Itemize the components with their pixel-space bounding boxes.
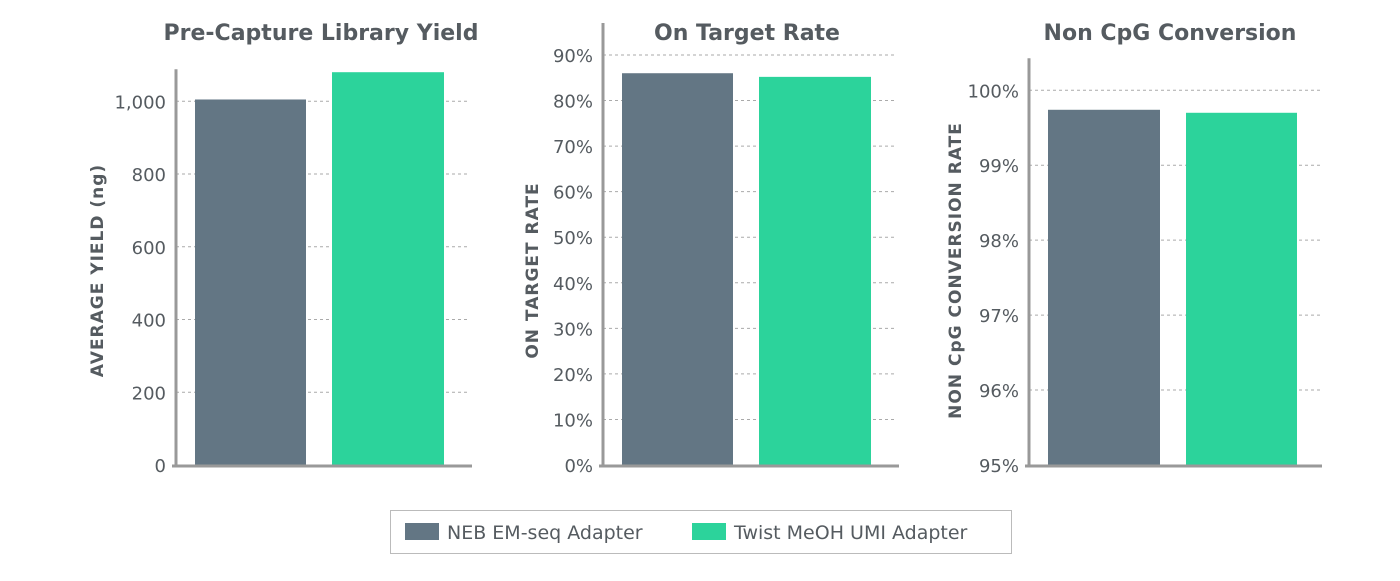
y-tick-label: 0 xyxy=(155,456,166,477)
y-tick-label: 20% xyxy=(553,365,593,386)
chart-panel-1: Pre-Capture Library Yield AVERAGE YIELD (… xyxy=(88,21,478,477)
bar-neb xyxy=(622,73,733,465)
y-axis-label: ON TARGET RATE xyxy=(523,182,543,358)
legend: NEB EM-seq Adapter Twist MeOH UMI Adapter xyxy=(390,510,1012,554)
bar-neb xyxy=(1048,109,1160,466)
bar-twist xyxy=(1186,112,1297,466)
chart-title: Pre-Capture Library Yield xyxy=(164,21,479,46)
y-tick-label: 70% xyxy=(553,137,593,158)
chart-panel-2: On Target Rate ON TARGET RATE 0% 10% 20% 30% 4… xyxy=(523,21,899,477)
y-tick-label: 10% xyxy=(553,410,593,431)
y-tick-label: 800 xyxy=(132,165,166,186)
y-tick-label: 90% xyxy=(553,46,593,67)
y-tick-label: 30% xyxy=(553,319,593,340)
y-axis-label: AVERAGE YIELD (ng) xyxy=(88,164,108,377)
y-tick-label: 95% xyxy=(979,456,1019,477)
y-tick-label: 99% xyxy=(979,156,1019,177)
y-tick-label: 80% xyxy=(553,92,593,113)
chart-title: On Target Rate xyxy=(654,21,840,46)
bar-neb xyxy=(195,99,306,465)
y-tick-label: 98% xyxy=(979,231,1019,252)
y-tick-label: 400 xyxy=(132,311,166,332)
y-tick-label: 50% xyxy=(553,228,593,249)
legend-swatch xyxy=(405,523,439,540)
y-tick-label: 0% xyxy=(564,456,593,477)
chart-panel-3: Non CpG Conversion NON CpG CONVERSION RAT… xyxy=(946,21,1322,477)
y-tick-label: 100% xyxy=(968,81,1019,102)
y-tick-label: 96% xyxy=(979,381,1019,402)
bar-twist xyxy=(332,72,444,465)
y-axis-label: NON CpG CONVERSION RATE xyxy=(946,122,966,419)
legend-swatch xyxy=(692,523,726,540)
y-tick-label: 600 xyxy=(132,238,166,259)
legend-label: NEB EM-seq Adapter xyxy=(447,522,643,544)
legend-label: Twist MeOH UMI Adapter xyxy=(733,522,968,544)
bar-twist xyxy=(759,76,871,465)
chart-title: Non CpG Conversion xyxy=(1044,21,1297,46)
y-tick-label: 40% xyxy=(553,274,593,295)
y-tick-label: 1,000 xyxy=(114,92,166,113)
y-tick-label: 60% xyxy=(553,183,593,204)
y-tick-label: 200 xyxy=(132,383,166,404)
y-tick-label: 97% xyxy=(979,306,1019,327)
